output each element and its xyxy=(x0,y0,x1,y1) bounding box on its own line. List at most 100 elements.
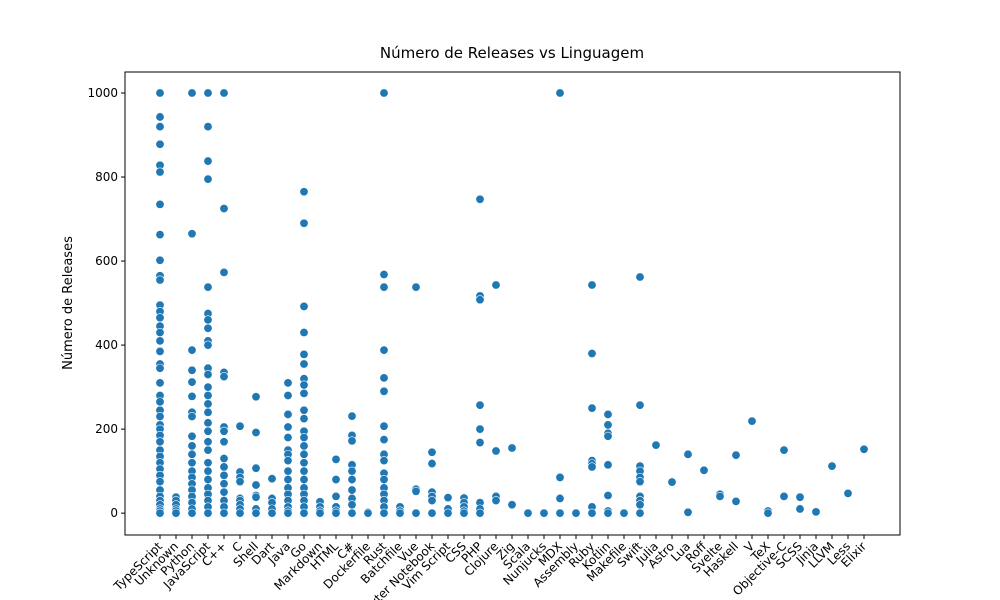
point xyxy=(475,424,485,434)
point xyxy=(379,270,389,280)
y-tick-label: 1000 xyxy=(87,86,118,100)
point xyxy=(155,363,165,373)
point xyxy=(731,496,741,506)
point xyxy=(299,449,309,459)
y-axis-label: Número de Releases xyxy=(61,236,76,370)
point xyxy=(299,187,309,197)
point xyxy=(587,462,597,472)
point xyxy=(299,349,309,359)
point xyxy=(203,458,213,468)
point xyxy=(203,174,213,184)
point xyxy=(347,485,357,495)
point xyxy=(219,437,229,447)
point xyxy=(155,437,165,447)
point xyxy=(603,460,613,470)
point xyxy=(347,466,357,476)
point xyxy=(187,88,197,98)
point xyxy=(187,431,197,441)
point xyxy=(475,400,485,410)
point xyxy=(411,486,421,496)
point xyxy=(555,508,565,518)
point xyxy=(219,479,229,489)
point xyxy=(827,461,837,471)
point xyxy=(203,156,213,166)
point xyxy=(651,440,661,450)
point xyxy=(555,493,565,503)
point xyxy=(475,194,485,204)
point xyxy=(155,378,165,388)
point xyxy=(155,508,165,518)
point xyxy=(331,491,341,501)
point xyxy=(155,275,165,285)
point xyxy=(299,405,309,415)
point xyxy=(203,340,213,350)
point xyxy=(603,420,613,430)
point xyxy=(203,407,213,417)
point xyxy=(507,500,517,510)
point xyxy=(379,282,389,292)
point xyxy=(155,122,165,132)
point xyxy=(219,267,229,277)
point xyxy=(427,459,437,469)
point xyxy=(427,508,437,518)
point xyxy=(507,443,517,453)
point xyxy=(203,475,213,485)
point xyxy=(203,282,213,292)
point xyxy=(187,441,197,451)
point xyxy=(331,475,341,485)
point xyxy=(283,466,293,476)
point xyxy=(155,230,165,240)
point xyxy=(203,445,213,455)
point xyxy=(475,438,485,448)
point xyxy=(155,346,165,356)
point xyxy=(155,397,165,407)
point xyxy=(715,491,725,501)
point xyxy=(779,445,789,455)
point xyxy=(331,508,341,518)
point xyxy=(795,492,805,502)
point xyxy=(347,411,357,421)
point xyxy=(203,323,213,333)
point xyxy=(443,508,453,518)
point xyxy=(539,508,549,518)
point xyxy=(347,436,357,446)
point xyxy=(219,454,229,464)
point xyxy=(475,508,485,518)
chart-title: Número de Releases vs Linguagem xyxy=(380,44,644,62)
point xyxy=(155,412,165,422)
point xyxy=(379,345,389,355)
point xyxy=(459,508,469,518)
point xyxy=(203,88,213,98)
point xyxy=(587,403,597,413)
point xyxy=(299,475,309,485)
point xyxy=(203,370,213,380)
point xyxy=(347,475,357,485)
y-tick-label: 600 xyxy=(95,254,118,268)
point xyxy=(379,475,389,485)
point xyxy=(315,508,325,518)
point xyxy=(763,508,773,518)
point xyxy=(203,508,213,518)
point xyxy=(299,441,309,451)
point xyxy=(187,508,197,518)
point xyxy=(155,139,165,149)
point xyxy=(347,508,357,518)
point xyxy=(187,449,197,459)
point xyxy=(587,348,597,358)
point xyxy=(187,412,197,422)
point xyxy=(635,477,645,487)
point xyxy=(251,508,261,518)
point xyxy=(635,500,645,510)
point xyxy=(203,122,213,132)
point xyxy=(219,470,229,480)
point xyxy=(491,280,501,290)
point xyxy=(299,458,309,468)
point xyxy=(299,466,309,476)
point xyxy=(363,508,373,518)
point xyxy=(187,377,197,387)
point xyxy=(299,508,309,518)
point xyxy=(603,431,613,441)
point xyxy=(299,301,309,311)
point xyxy=(555,472,565,482)
